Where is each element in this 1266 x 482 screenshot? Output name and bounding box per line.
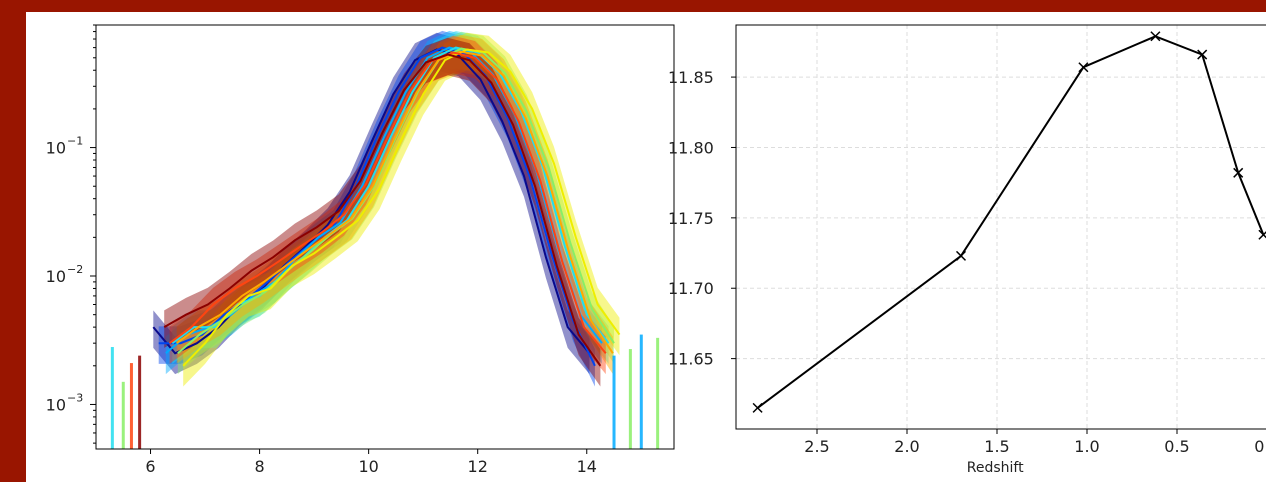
data-point-marker: [1197, 49, 1208, 60]
x-tick-label: 14: [577, 457, 597, 476]
edge-spike: [612, 355, 616, 449]
x-tick-label: 8: [254, 457, 264, 476]
series-line: [176, 50, 614, 354]
data-point-marker: [1233, 167, 1244, 178]
marker-stroke: [1150, 31, 1161, 42]
x-tick-label: 0.0: [1254, 437, 1266, 456]
y-tick-exponent: −3: [67, 391, 83, 404]
left-plot-area: [110, 30, 660, 449]
y-tick-label: 11.70: [668, 279, 714, 298]
y-tick-label: 11.65: [668, 350, 714, 369]
y-tick-exponent: −2: [67, 263, 83, 276]
marker-stroke: [1197, 49, 1208, 60]
x-tick-label: 1.5: [984, 437, 1009, 456]
series-band: [165, 30, 603, 375]
series-band: [158, 30, 595, 387]
x-tick-label: 1.0: [1074, 437, 1099, 456]
x-tick-label: 10: [358, 457, 378, 476]
y-tick-label: 11.80: [668, 138, 714, 157]
series-line: [182, 48, 621, 367]
x-tick-label: 0.5: [1164, 437, 1189, 456]
edge-spike: [639, 334, 643, 449]
marker-stroke: [1078, 62, 1089, 73]
series-line: [171, 46, 610, 345]
marker-stroke: [1233, 167, 1244, 178]
x-tick-label: 12: [468, 457, 488, 476]
data-point-marker: [752, 402, 763, 413]
y-tick-label: 11.75: [668, 209, 714, 228]
data-point-marker: [955, 250, 967, 261]
redshift-line: [757, 35, 1265, 409]
series-line: [169, 51, 607, 354]
series-line: [163, 53, 602, 367]
x-tick-label: 2.5: [804, 437, 829, 456]
series-band: [172, 30, 609, 364]
data-point-marker: [1258, 229, 1266, 240]
data-point-marker: [1078, 62, 1089, 73]
y-tick-label: 11.85: [668, 68, 714, 87]
series-line: [152, 48, 591, 355]
edge-spike: [129, 363, 133, 449]
x-axis-label: Redshift: [967, 460, 1024, 476]
marker-stroke: [1258, 231, 1266, 240]
series-band: [177, 31, 615, 375]
edge-spike: [138, 355, 142, 449]
marker-stroke: [752, 402, 763, 413]
edge-spike: [628, 349, 632, 449]
y-tick-exponent: −1: [67, 135, 83, 148]
y-tick-label: 10: [46, 395, 66, 414]
edge-spike: [656, 337, 660, 449]
left-axes-frame: [95, 24, 675, 450]
edge-spike: [121, 381, 125, 449]
right-redshift-plot: 2.5 2.0 1.5 1.0 0.5 0.0 11.65 11.70 11.75 11.80 11…: [668, 24, 1266, 476]
x-tick-label: 2.0: [894, 437, 919, 456]
x-tick-label: 6: [145, 457, 155, 476]
marker-stroke: [955, 250, 967, 261]
data-point-marker: [1150, 31, 1161, 42]
y-tick-label: 10: [46, 267, 66, 286]
right-axes-frame: [735, 24, 1266, 430]
y-tick-label: 10: [46, 139, 66, 158]
edge-spike: [110, 347, 114, 449]
